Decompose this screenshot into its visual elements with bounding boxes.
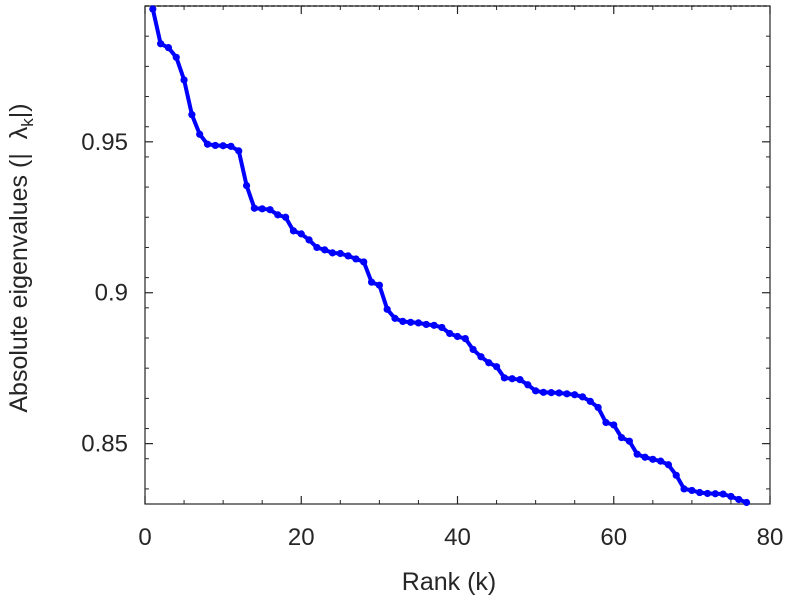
data-point <box>274 211 282 219</box>
data-point <box>383 305 391 313</box>
data-point <box>313 243 321 252</box>
data-point <box>180 76 188 84</box>
data-point <box>492 363 501 371</box>
y-axis-label-symbol: λ <box>5 126 33 139</box>
data-point <box>344 252 352 260</box>
data-point <box>360 258 368 266</box>
data-point <box>602 418 610 427</box>
data-point <box>250 204 258 212</box>
data-point <box>336 249 344 258</box>
data-point <box>641 453 649 461</box>
data-point <box>258 205 266 213</box>
data-point <box>563 390 571 398</box>
x-axis-label: Rank (k) <box>402 568 496 596</box>
data-point <box>508 375 516 383</box>
data-point <box>571 391 579 399</box>
data-point <box>555 389 563 397</box>
data-point <box>524 381 532 389</box>
y-tick-label: 0.85 <box>81 431 128 458</box>
data-point <box>461 335 469 343</box>
data-point <box>328 249 337 257</box>
data-point <box>391 314 399 322</box>
y-axis-label-subscript: k <box>18 118 37 127</box>
data-point <box>399 317 407 325</box>
data-point <box>547 389 555 397</box>
data-point <box>414 319 423 327</box>
data-point <box>742 498 751 507</box>
data-point <box>282 213 290 221</box>
data-point <box>657 457 665 465</box>
data-point <box>610 421 618 429</box>
data-point <box>703 489 712 498</box>
data-point <box>438 323 446 332</box>
series-layer <box>149 5 751 507</box>
data-point <box>727 492 735 501</box>
axis-tick-labels: 0 20 40 60 80 0.85 0.9 0.95 <box>81 129 783 551</box>
data-point <box>219 142 227 150</box>
data-point <box>367 278 376 286</box>
data-point <box>297 230 305 238</box>
data-point <box>321 246 329 254</box>
data-point <box>477 353 485 361</box>
y-axis-label-suffix: |) <box>5 103 33 118</box>
data-point <box>188 111 196 119</box>
y-tick-label: 0.95 <box>81 129 128 156</box>
x-tick-label: 20 <box>288 524 315 551</box>
data-point <box>196 130 204 138</box>
data-point <box>711 490 719 498</box>
x-tick-label: 80 <box>757 524 784 551</box>
data-point <box>305 236 313 244</box>
data-point <box>516 376 524 384</box>
data-point <box>172 53 180 61</box>
data-point <box>266 206 274 214</box>
data-point <box>578 393 587 401</box>
data-point <box>688 486 696 495</box>
data-point <box>149 5 157 13</box>
data-point <box>664 461 673 469</box>
data-point <box>242 181 251 190</box>
data-point <box>485 359 493 367</box>
axis-ticks <box>144 5 771 504</box>
data-point <box>422 320 430 329</box>
data-point <box>617 434 626 442</box>
data-point <box>227 142 235 150</box>
data-point <box>164 44 173 52</box>
data-point <box>211 141 219 150</box>
data-point <box>289 227 298 235</box>
data-point <box>719 490 727 498</box>
data-point <box>625 437 633 445</box>
data-point <box>430 321 438 329</box>
data-point <box>157 40 165 48</box>
data-point <box>532 387 540 395</box>
x-tick-label: 0 <box>138 524 151 551</box>
data-point <box>539 388 548 396</box>
data-point <box>594 403 602 412</box>
data-point <box>633 450 641 458</box>
data-point <box>446 329 454 338</box>
data-point <box>375 281 383 289</box>
y-axis-label: Absolute eigenvalues (| λk|) <box>5 103 37 412</box>
y-axis-label-prefix: Absolute eigenvalues (| <box>5 153 33 412</box>
data-point <box>649 455 657 463</box>
y-tick-label: 0.9 <box>95 280 128 307</box>
data-point <box>586 397 594 405</box>
plot-area <box>145 6 770 504</box>
data-point <box>696 488 704 497</box>
data-point <box>203 140 212 148</box>
data-point <box>469 345 477 354</box>
data-point <box>352 255 360 263</box>
data-point <box>680 485 688 493</box>
data-point <box>453 332 462 341</box>
data-point <box>735 495 743 504</box>
data-point <box>500 374 508 382</box>
data-point <box>672 471 680 479</box>
data-point <box>235 147 243 155</box>
data-point <box>407 318 415 326</box>
x-tick-label: 60 <box>600 524 627 551</box>
x-tick-label: 40 <box>444 524 471 551</box>
